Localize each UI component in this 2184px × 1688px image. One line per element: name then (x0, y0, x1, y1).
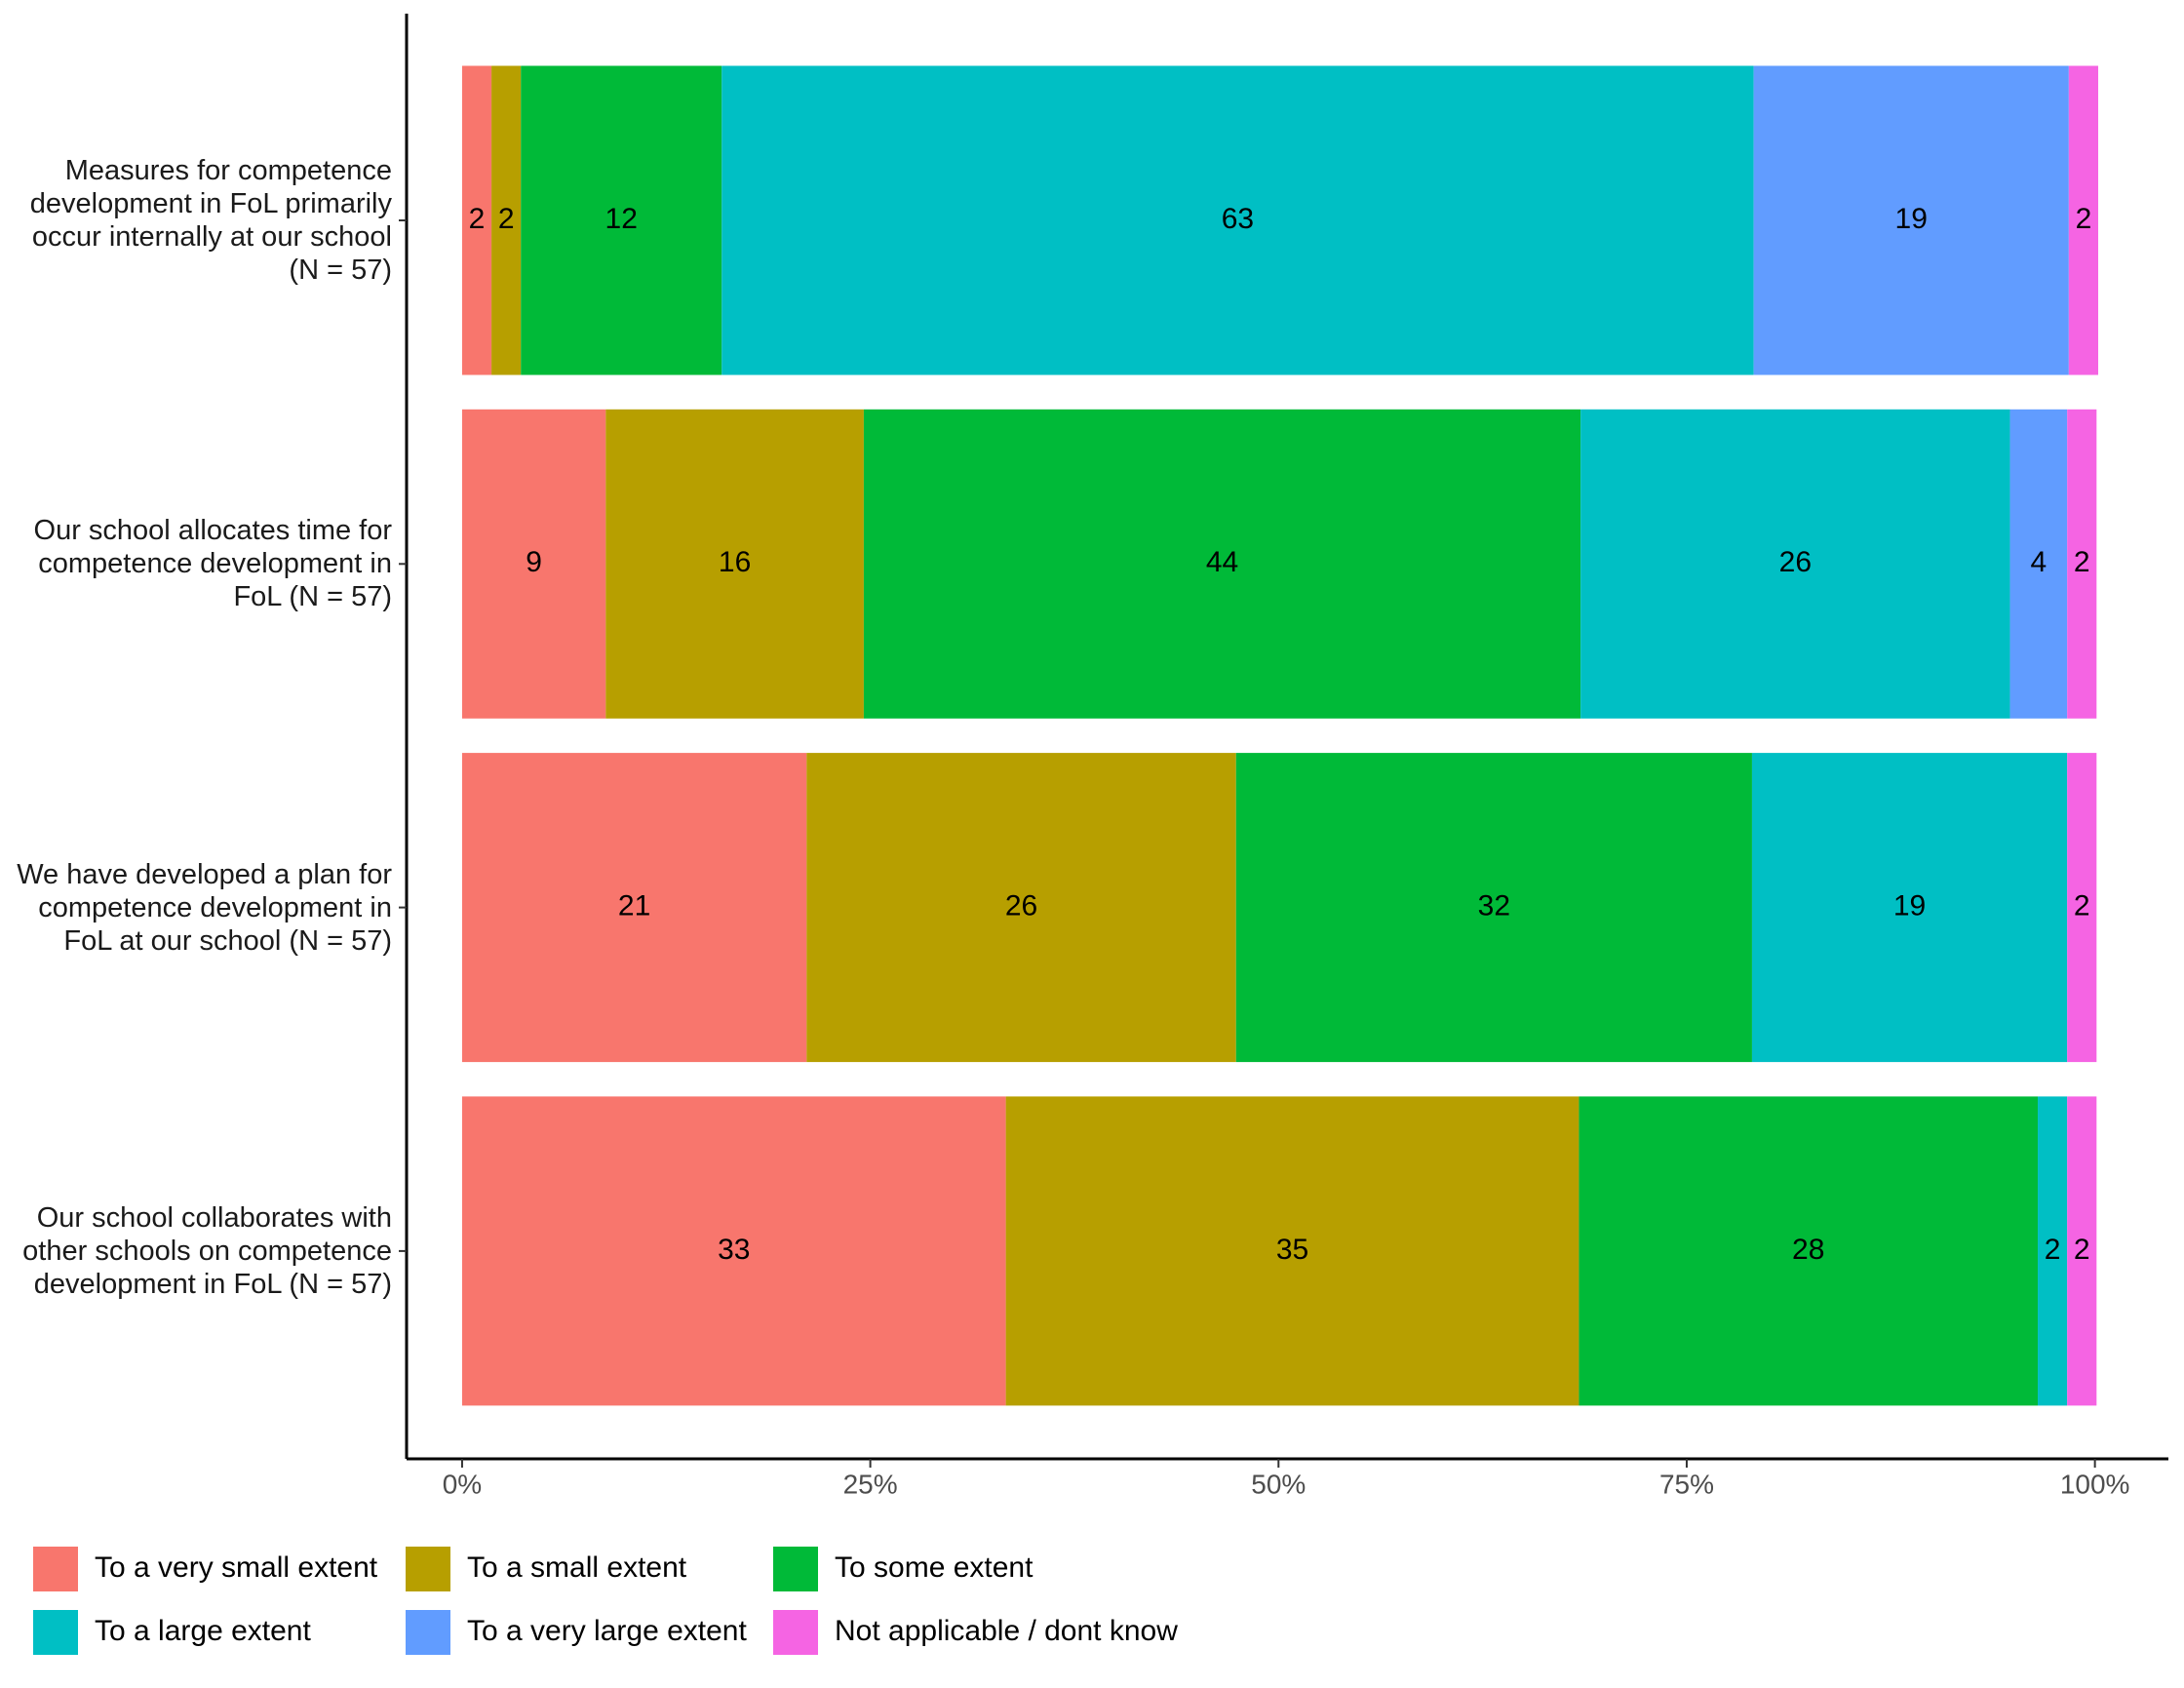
data-label: 19 (1895, 203, 1928, 235)
bar-segment (2009, 409, 2068, 719)
data-label: 2 (2045, 1234, 2061, 1266)
bar-segment (1579, 1096, 2039, 1406)
bar-segment (1751, 753, 2068, 1063)
data-label: 28 (1792, 1234, 1824, 1266)
y-tick-label: Our school allocates time for competence… (33, 515, 392, 613)
bar-segment (461, 409, 606, 719)
legend-key (406, 1547, 450, 1591)
bar-segment (1235, 753, 1752, 1063)
data-label: 44 (1206, 546, 1238, 578)
data-label: 2 (2074, 546, 2090, 578)
data-label: 2 (2074, 890, 2090, 923)
x-tick-label: 100% (2060, 1469, 2130, 1499)
x-tick-label: 75% (1659, 1469, 1714, 1499)
data-label: 26 (1005, 890, 1037, 923)
legend-key (33, 1610, 78, 1655)
bar-segment (461, 65, 492, 375)
data-label: 2 (2076, 203, 2092, 235)
bar-segment (461, 1096, 1006, 1406)
y-tick-label: Our school collaborates with other schoo… (22, 1201, 392, 1300)
x-tick-label: 0% (443, 1469, 482, 1499)
bar-segment (461, 753, 807, 1063)
bar-segment (2038, 1096, 2068, 1406)
x-tick-label: 50% (1251, 1469, 1306, 1499)
legend-key (773, 1610, 818, 1655)
data-label: 26 (1779, 546, 1812, 578)
bar-segment (2067, 409, 2097, 719)
data-label: 2 (2074, 1234, 2090, 1266)
data-label: 32 (1478, 890, 1510, 923)
data-label: 33 (718, 1234, 750, 1266)
bar-segment (491, 65, 522, 375)
legend-label: To a very large extent (467, 1615, 747, 1647)
bar-segment (722, 65, 1754, 375)
legend-label: To some extent (835, 1551, 1034, 1584)
data-label: 16 (719, 546, 751, 578)
data-label: 12 (605, 203, 638, 235)
bar-segment (863, 409, 1581, 719)
bar-segment (1753, 65, 2069, 375)
x-tick-label: 25% (843, 1469, 898, 1499)
data-label: 2 (498, 203, 515, 235)
bar-segment (1005, 1096, 1580, 1406)
data-label: 35 (1276, 1234, 1308, 1266)
y-tick-label: Measures for competence development in F… (29, 155, 392, 286)
data-label: 9 (526, 546, 542, 578)
legend-label: To a very small extent (95, 1551, 378, 1584)
y-tick-label: We have developed a plan for competence … (17, 858, 392, 957)
legend-label: To a large extent (95, 1615, 311, 1647)
legend-key (773, 1547, 818, 1591)
data-label: 63 (1222, 203, 1254, 235)
legend-key (33, 1547, 78, 1591)
legend-label: Not applicable / dont know (835, 1615, 1178, 1647)
bar-segment (2067, 753, 2097, 1063)
data-label: 19 (1893, 890, 1926, 923)
bar-segment (2067, 1096, 2097, 1406)
bar-segment (2068, 65, 2098, 375)
bar-segment (806, 753, 1236, 1063)
data-label: 4 (2031, 546, 2048, 578)
legend-label: To a small extent (467, 1551, 687, 1584)
legend-key (406, 1610, 450, 1655)
bar-segment (1580, 409, 2010, 719)
data-label: 2 (469, 203, 486, 235)
bar-segment (521, 65, 722, 375)
bar-segment (605, 409, 864, 719)
data-label: 21 (618, 890, 650, 923)
